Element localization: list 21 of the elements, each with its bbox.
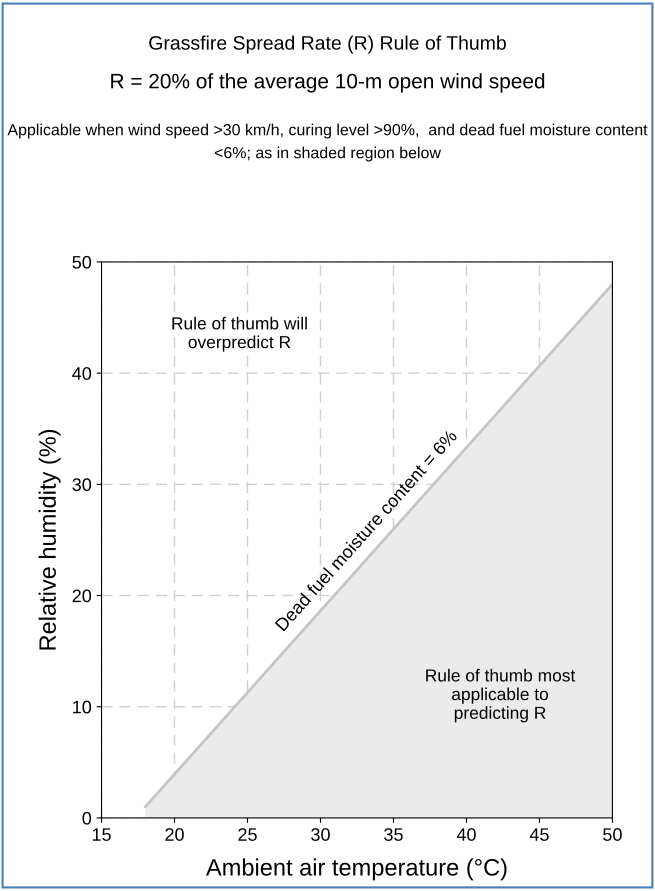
y-axis-title: Relative humidity (%) <box>38 430 61 650</box>
annotation: Rule of thumb most applicable to predicting R <box>426 668 576 722</box>
x-tick-label: 45 <box>530 828 549 841</box>
y-tick-label: 40 <box>72 367 92 380</box>
x-tick-label: 25 <box>238 828 257 841</box>
annotation: Rule of thumb will overpredict R <box>172 316 307 352</box>
chart-title: Grassfire Spread Rate (R) Rule of Thumb <box>149 35 506 54</box>
x-tick-label: 50 <box>603 828 622 841</box>
y-tick-label: 50 <box>72 256 92 269</box>
y-tick-label: 20 <box>72 589 92 602</box>
x-axis-title: Ambient air temperature (°C) <box>206 858 507 880</box>
text: Applicable when wind speed >30 km/h, curing level >90%, and dead fuel moisture content <6%; as in shaded region below <box>7 124 648 162</box>
y-tick-label: 10 <box>73 700 92 714</box>
x-tick-label: 30 <box>311 828 330 841</box>
x-tick-label: 40 <box>456 828 476 841</box>
x-tick-label: 35 <box>384 828 403 841</box>
x-tick-label: 15 <box>92 828 111 841</box>
y-tick-label: 0 <box>82 812 92 825</box>
x-tick-label: 20 <box>165 828 184 841</box>
chart-subtitle: R = 20% of the average 10-m open wind speed <box>111 73 544 93</box>
y-tick-label: 30 <box>72 478 92 492</box>
